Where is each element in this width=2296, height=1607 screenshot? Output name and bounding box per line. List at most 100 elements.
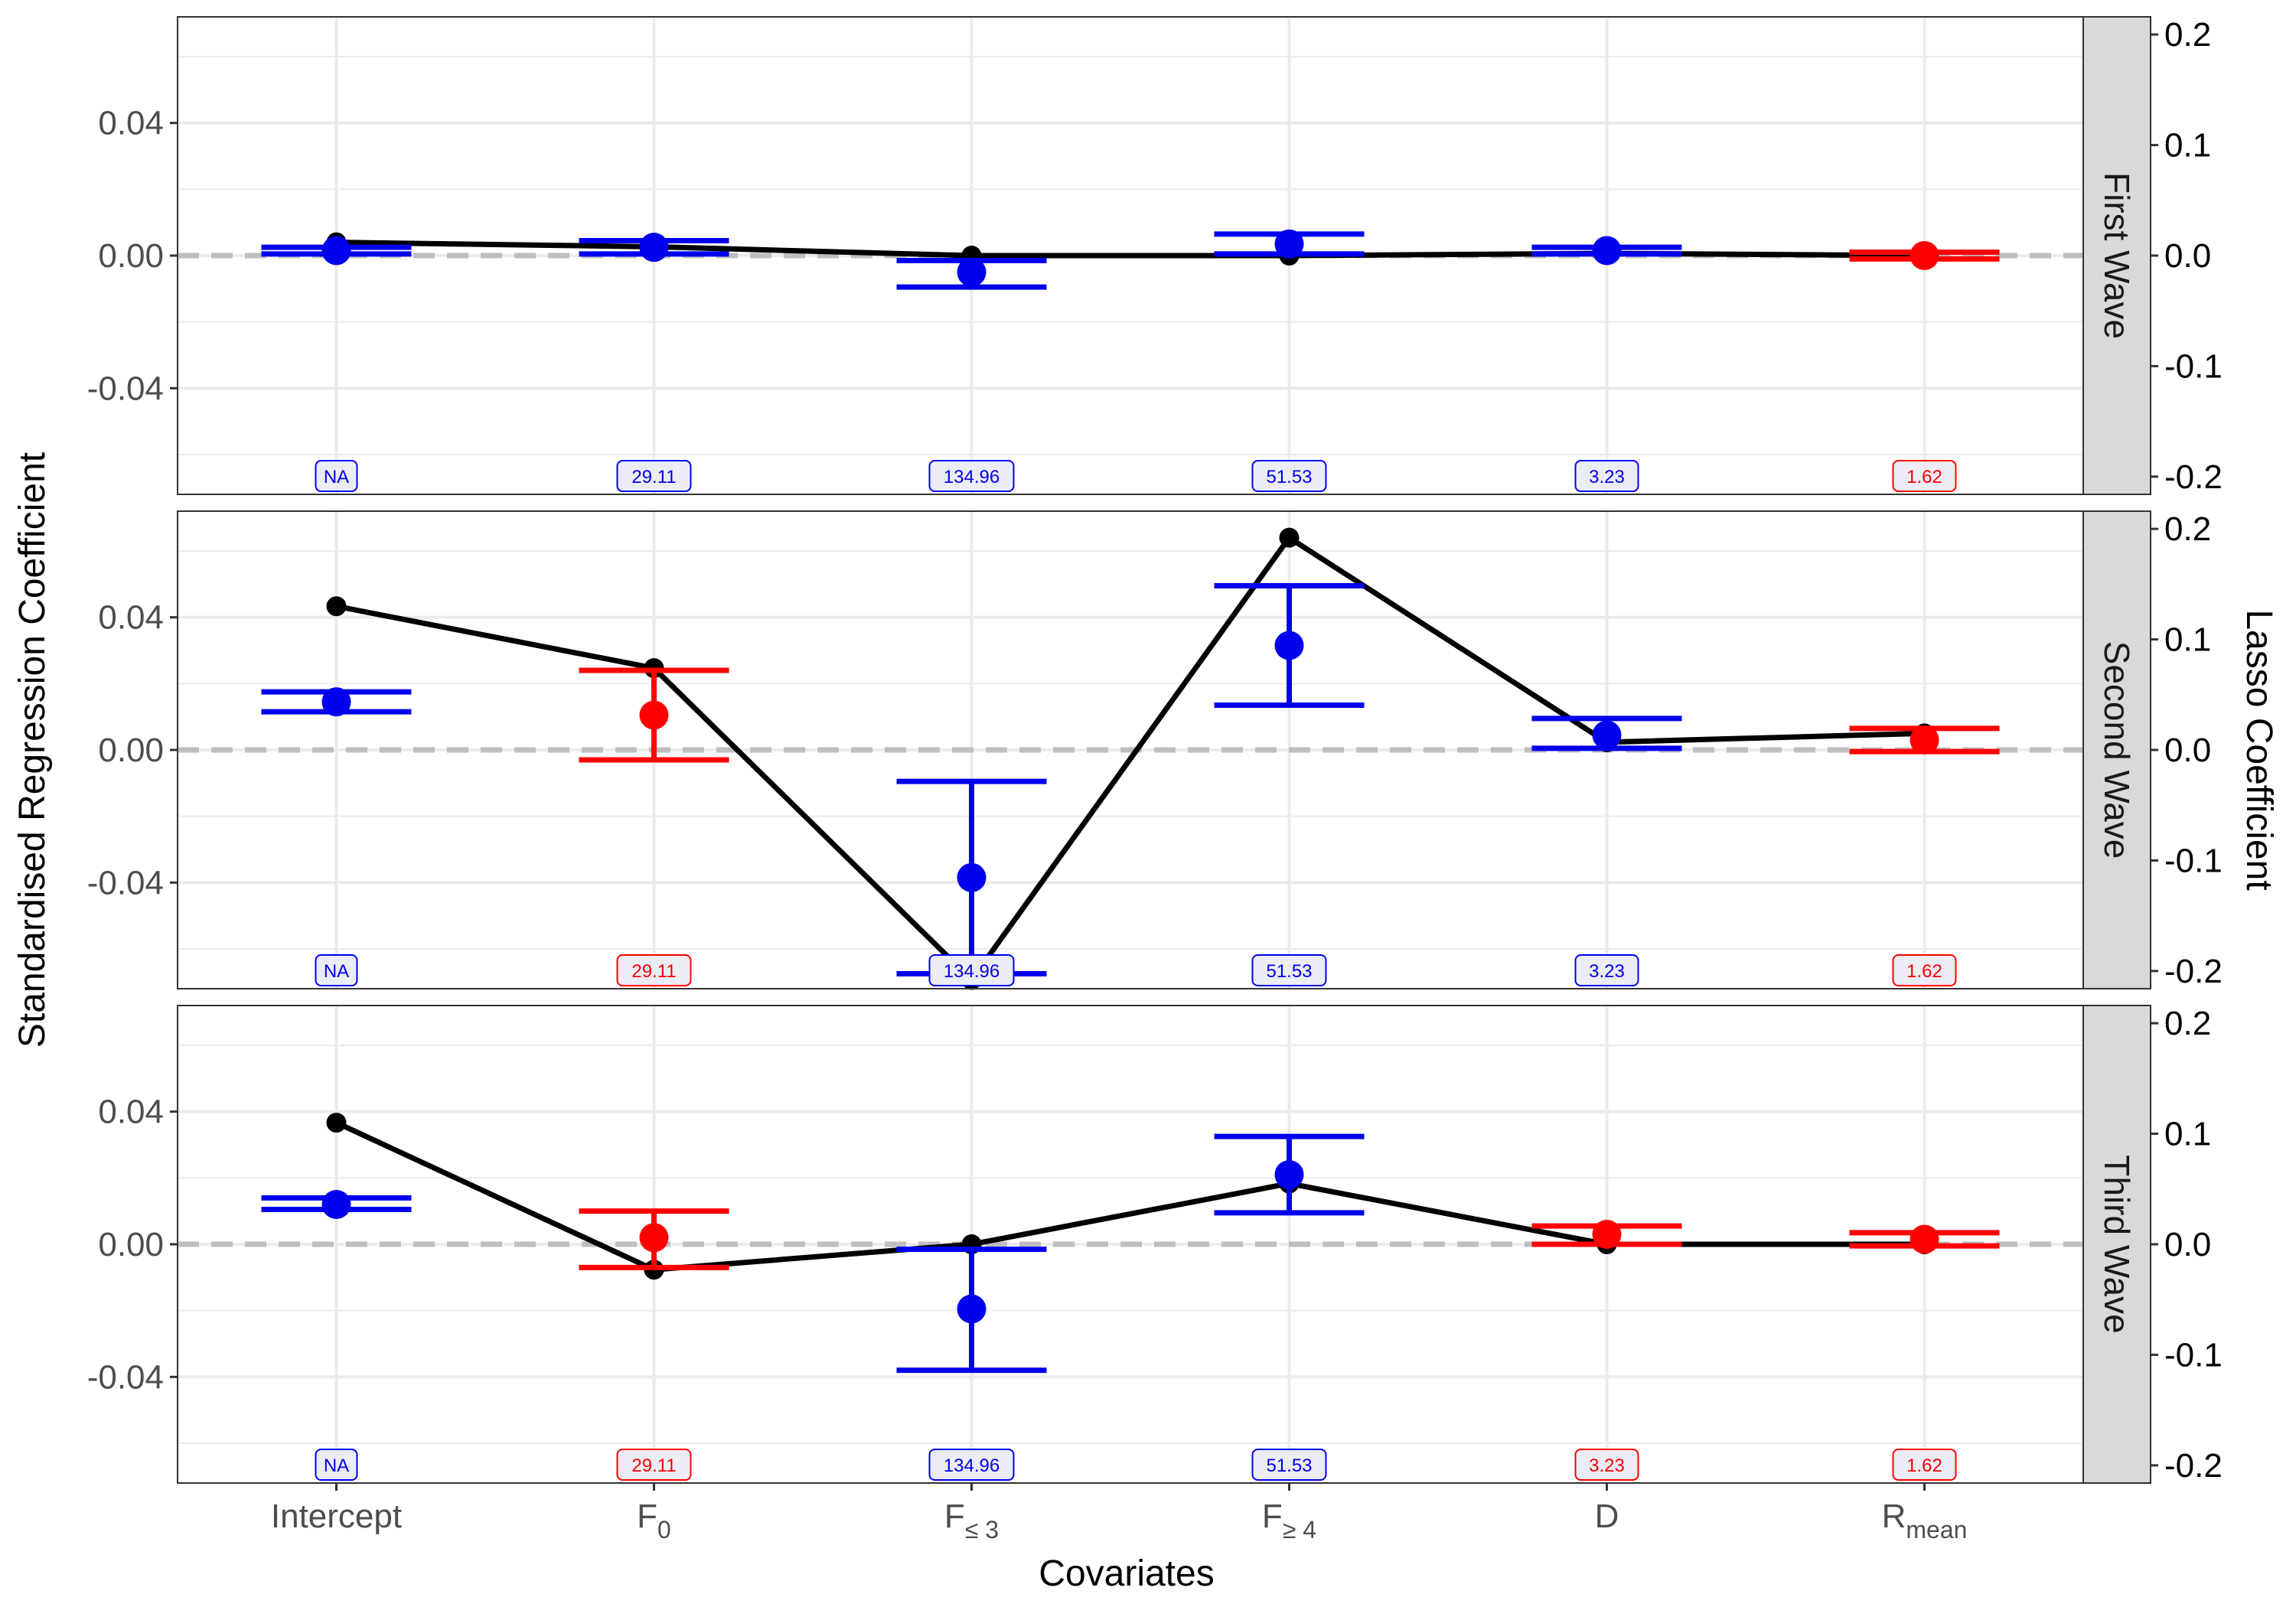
y-tick-label: -0.04 — [87, 1358, 164, 1396]
estimate-point — [1274, 1160, 1304, 1189]
y2-tick-label: -0.1 — [2164, 1336, 2223, 1374]
x-tick-label-main: F — [637, 1498, 657, 1535]
vif-badge — [616, 460, 692, 492]
vif-badge — [1251, 954, 1327, 986]
lasso-point — [326, 596, 347, 617]
vif-badge-label: 51.53 — [1266, 1455, 1312, 1476]
vif-badge-label: 3.23 — [1589, 961, 1625, 982]
vif-badge-label: 134.96 — [944, 961, 1000, 982]
vif-badge — [315, 1449, 358, 1481]
y-tick-label: 0.00 — [98, 237, 164, 275]
y2-tick-label: 0.0 — [2164, 237, 2211, 275]
x-tick-label-main: Intercept — [271, 1498, 402, 1535]
x-tick-label: Rmean — [1882, 1498, 1968, 1543]
vif-badge-label: NA — [324, 961, 349, 982]
estimate-point — [321, 1190, 351, 1219]
y-axis-title: Standardised Regression Coefficient — [12, 452, 53, 1048]
y2-tick-label: 0.0 — [2164, 1226, 2211, 1263]
estimate-point — [1592, 236, 1622, 266]
vif-badge-label: 3.23 — [1589, 1455, 1625, 1476]
estimate-point — [1910, 1224, 1939, 1254]
vif-badge — [928, 954, 1015, 986]
vif-badge-label: 51.53 — [1266, 467, 1312, 487]
y2-tick-label: -0.2 — [2164, 1447, 2223, 1485]
estimate-point — [321, 236, 351, 266]
estimate-point — [639, 700, 669, 730]
x-tick-label: F≤ 3 — [944, 1498, 999, 1543]
estimate-point — [1274, 229, 1304, 259]
vif-badge — [315, 954, 358, 986]
vif-badge-label: 51.53 — [1266, 961, 1312, 982]
estimate-point — [1910, 725, 1939, 755]
vif-badge — [1892, 460, 1957, 492]
vif-badge — [1574, 460, 1639, 492]
y-tick-label: -0.04 — [87, 864, 164, 901]
x-tick-label-subscript: 0 — [657, 1516, 671, 1543]
y2-tick-label: 0.2 — [2164, 510, 2211, 548]
y2-tick-label: 0.2 — [2164, 1005, 2211, 1042]
lasso-point — [326, 1113, 347, 1133]
y2-tick-label: 0.1 — [2164, 127, 2211, 165]
facet-strip-label: Third Wave — [2097, 1155, 2137, 1333]
estimate-point — [1592, 1220, 1622, 1249]
y2-tick-label: -0.2 — [2164, 458, 2223, 496]
vif-badge — [1892, 954, 1957, 986]
y2-tick-label: 0.1 — [2164, 1116, 2211, 1153]
estimate-point — [1910, 241, 1939, 270]
vif-badge — [616, 954, 692, 986]
panel-2: NA 29.11 134.96 51.53 3.23 1.62 Second Wave 0.0… — [87, 510, 2223, 990]
x-axis-title: Covariates — [1039, 1553, 1214, 1594]
estimate-point — [639, 233, 669, 262]
y2-tick-label: -0.1 — [2164, 347, 2223, 385]
vif-badge — [315, 460, 358, 492]
lasso-point — [1279, 527, 1300, 548]
vif-badge-label: 29.11 — [631, 1455, 676, 1476]
y2-tick-label: -0.1 — [2164, 842, 2223, 879]
vif-badge-label: 1.62 — [1906, 467, 1942, 487]
facet-strip — [2082, 16, 2151, 495]
estimate-point — [639, 1223, 669, 1253]
panel-1: NA 29.11 134.96 51.53 3.23 1.62 First Wave 0.04… — [87, 16, 2223, 496]
lasso-line — [335, 535, 1925, 983]
x-tick-label: F0 — [637, 1498, 671, 1543]
x-tick-label: D — [1595, 1498, 1619, 1535]
panels-layer: NA 29.11 134.96 51.53 3.23 1.62 First Wave 0.04… — [87, 16, 2223, 1485]
vif-badge-label: NA — [324, 467, 349, 487]
facet-strip — [2082, 1005, 2151, 1484]
vif-badge-label: 1.62 — [1906, 1455, 1942, 1476]
vif-badge — [1574, 954, 1639, 986]
estimate-point — [321, 687, 351, 717]
estimate-point — [957, 862, 987, 892]
estimate-point — [1274, 631, 1304, 660]
x-tick-label: Intercept — [271, 1498, 402, 1535]
estimate-point — [957, 257, 987, 287]
y-tick-label: 0.00 — [98, 732, 164, 769]
vif-badge-label: 1.62 — [1906, 961, 1942, 982]
x-tick-label-main: D — [1595, 1498, 1619, 1535]
y-tick-label: 0.00 — [98, 1226, 164, 1263]
estimate-point — [1592, 720, 1622, 750]
y-tick-label: 0.04 — [98, 105, 164, 142]
vif-badge — [928, 460, 1015, 492]
x-tick-label-main: R — [1882, 1498, 1906, 1535]
vif-badge-label: 29.11 — [631, 961, 676, 982]
vif-badge-label: 3.23 — [1589, 467, 1625, 487]
vif-badge — [928, 1449, 1015, 1481]
x-tick-label-subscript: ≤ 3 — [965, 1516, 999, 1543]
estimate-point — [957, 1294, 987, 1324]
facet-strip-label: First Wave — [2097, 172, 2137, 339]
secondary-y-axis-title: Lasso Coefficient — [2239, 609, 2279, 890]
vif-badge-label: 29.11 — [631, 467, 676, 487]
vif-badge — [1574, 1449, 1639, 1481]
y-tick-label: -0.04 — [87, 370, 164, 407]
facet-strip-label: Second Wave — [2097, 641, 2137, 859]
y2-tick-label: 0.2 — [2164, 16, 2211, 54]
panel-3: NA 29.11 134.96 51.53 3.23 1.62 Third Wave 0.04… — [87, 1005, 2223, 1485]
y2-tick-label: -0.2 — [2164, 953, 2223, 990]
x-tick-label: F≥ 4 — [1262, 1498, 1316, 1543]
x-tick-label-main: F — [944, 1498, 965, 1535]
vif-badge — [1251, 1449, 1327, 1481]
vif-badge-label: 134.96 — [944, 1455, 1000, 1476]
facet-strip — [2082, 510, 2151, 989]
